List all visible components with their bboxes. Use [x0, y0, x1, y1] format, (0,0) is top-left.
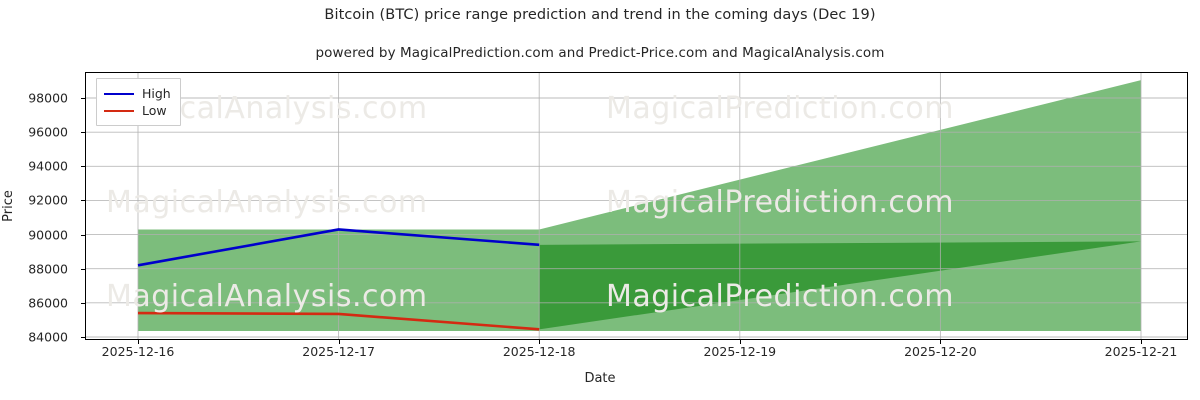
x-tick-label: 2025-12-17	[302, 344, 375, 359]
legend-item-low[interactable]: Low	[104, 102, 171, 119]
x-tick-label: 2025-12-16	[101, 344, 175, 359]
y-tick-mark	[81, 132, 85, 134]
y-tick-label: 84000	[28, 329, 68, 345]
y-tick-mark	[81, 234, 85, 236]
y-tick-mark	[81, 302, 85, 304]
y-tick-label: 96000	[28, 124, 68, 140]
x-tick-label: 2025-12-18	[502, 344, 576, 359]
y-axis-label: Price	[1, 190, 16, 222]
y-tick-label: 94000	[28, 158, 68, 174]
x-tick-mark	[739, 340, 741, 344]
y-tick-label: 88000	[28, 261, 68, 277]
y-tick-label: 86000	[28, 295, 68, 311]
plot-area: MagicalAnalysis.com MagicalPrediction.com…	[85, 72, 1188, 340]
x-tick-mark	[940, 340, 942, 344]
x-tick-label: 2025-12-20	[904, 344, 977, 359]
x-tick-mark	[539, 340, 541, 344]
legend-swatch-high	[104, 92, 134, 95]
x-tick-mark	[338, 340, 340, 344]
x-tick-label: 2025-12-19	[703, 344, 777, 359]
x-tick-mark	[138, 340, 139, 344]
series-line-high	[137, 228, 540, 267]
y-tick-mark	[81, 98, 85, 99]
page-subtitle: powered by MagicalPrediction.com and Pre…	[315, 45, 885, 61]
x-tick-label: 2025-12-21	[1104, 344, 1178, 359]
chart-canvas	[86, 73, 1187, 339]
legend-item-high[interactable]: High	[104, 85, 171, 102]
y-tick-label: 92000	[28, 192, 68, 208]
legend-label: High	[142, 86, 171, 101]
y-tick-mark	[81, 200, 85, 202]
y-tick-mark	[81, 166, 85, 168]
x-axis-label: Date	[584, 371, 616, 386]
legend-swatch-low	[104, 109, 134, 112]
y-tick-label: 98000	[28, 90, 68, 106]
x-tick-mark	[1141, 340, 1142, 344]
series-line-low	[137, 311, 540, 331]
plot-inner: MagicalAnalysis.com MagicalPrediction.com…	[86, 73, 1187, 339]
page-title: Bitcoin (BTC) price range prediction and…	[324, 7, 876, 23]
y-tick-label: 90000	[28, 227, 68, 243]
y-tick-mark	[81, 337, 85, 338]
legend-label: Low	[142, 103, 167, 118]
y-tick-mark	[81, 268, 85, 270]
chart-legend: High Low	[96, 78, 181, 126]
